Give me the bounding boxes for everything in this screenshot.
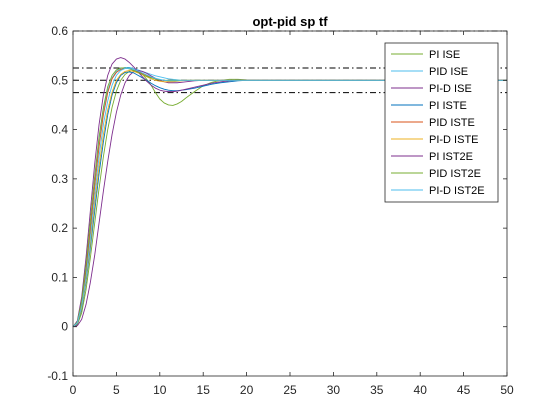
- legend-label: PID ISTE: [429, 117, 475, 129]
- legend-label: PI ISE: [429, 49, 460, 61]
- x-tick-label: 40: [414, 383, 428, 397]
- y-tick-label: 0.4: [51, 123, 68, 137]
- y-tick-label: 0.1: [51, 270, 68, 284]
- legend-label: PI-D ISE: [429, 83, 472, 95]
- y-tick-label: 0.5: [51, 73, 68, 87]
- x-tick-label: 0: [70, 383, 77, 397]
- x-tick-label: 20: [240, 383, 254, 397]
- x-tick-label: 25: [283, 383, 297, 397]
- legend-label: PI IST2E: [429, 151, 473, 163]
- legend-label: PI-D ISTE: [429, 134, 479, 146]
- x-tick-label: 5: [113, 383, 120, 397]
- chart-title: opt-pid sp tf: [252, 14, 328, 29]
- y-tick-label: 0.2: [51, 221, 68, 235]
- legend-label: PI-D IST2E: [429, 185, 485, 197]
- legend-label: PI ISTE: [429, 100, 467, 112]
- x-tick-label: 10: [153, 383, 167, 397]
- y-tick-label: 0: [61, 320, 68, 334]
- x-tick-label: 15: [197, 383, 211, 397]
- x-tick-label: 50: [500, 383, 514, 397]
- x-tick-label: 35: [370, 383, 384, 397]
- y-tick-label: 0.3: [51, 172, 68, 186]
- x-tick-label: 45: [457, 383, 471, 397]
- x-tick-label: 30: [327, 383, 341, 397]
- legend: PI ISE PID ISE PI-D ISE PI ISTE PID ISTE PI-D…: [385, 43, 498, 202]
- y-tick-label: 0.6: [51, 24, 68, 38]
- y-tick-label: -0.1: [47, 369, 68, 383]
- legend-label: PID ISE: [429, 66, 468, 78]
- legend-label: PID IST2E: [429, 168, 481, 180]
